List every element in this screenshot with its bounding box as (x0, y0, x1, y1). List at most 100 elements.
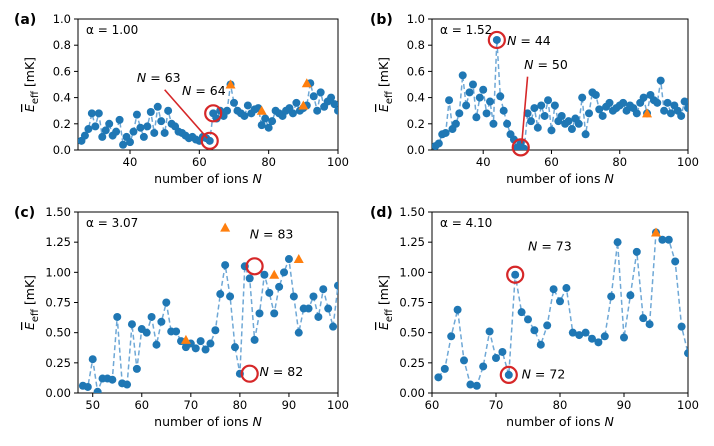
annotation-label: N = 72 (522, 367, 566, 382)
y-tick-label: 0.00 (399, 386, 425, 400)
data-point (191, 344, 200, 353)
annotation-value: = 83 (259, 227, 293, 242)
data-point (250, 335, 259, 344)
data-point (243, 101, 252, 110)
y-axis-label: Eeff [mK] (22, 275, 41, 330)
data-point (591, 90, 600, 99)
y-tick-label: 0.4 (53, 91, 71, 105)
data-point (664, 235, 673, 244)
data-point (492, 354, 500, 363)
data-point (162, 298, 171, 307)
x-tick-label: 100 (677, 155, 699, 169)
x-tick-label: 100 (677, 398, 699, 412)
panel-label: (c) (14, 205, 35, 221)
data-point (132, 364, 141, 373)
data-point (530, 326, 539, 335)
data-point (445, 96, 454, 105)
data-point (143, 122, 152, 131)
data-point (268, 117, 277, 126)
data-point (511, 270, 520, 279)
data-point (129, 127, 138, 136)
data-point (607, 292, 616, 301)
data-point (284, 255, 293, 264)
data-point (595, 105, 604, 114)
data-point (294, 328, 303, 337)
data-point (206, 339, 215, 348)
data-point (309, 92, 318, 101)
highlight-ring (506, 265, 525, 284)
data-point (557, 111, 566, 120)
annotation-label: N = 73 (528, 239, 572, 254)
y-axis-label-symbol: E (22, 104, 37, 112)
data-point (550, 101, 559, 110)
y-axis-label-unit: [mK] (376, 57, 391, 91)
data-point (292, 98, 301, 107)
y-axis-label: Eeff [mK] (376, 275, 395, 330)
x-tick-label: 60 (192, 155, 207, 169)
x-tick-label: 60 (425, 398, 440, 412)
highlight-ring (245, 257, 264, 276)
annotation-value: = 82 (269, 364, 303, 379)
data-point (468, 80, 477, 89)
data-point (157, 117, 166, 126)
data-point (581, 328, 590, 337)
data-point (613, 238, 622, 247)
data-point (605, 98, 614, 107)
y-tick-label: 1.25 (45, 235, 71, 249)
y-tick-label: 1.50 (45, 205, 71, 219)
data-point (153, 102, 162, 111)
data-point (84, 125, 93, 134)
x-axis-label-symbol: N (252, 171, 262, 186)
annotation-label: N = 82 (260, 364, 304, 379)
data-point (139, 132, 148, 141)
y-tick-label: 1.00 (399, 265, 425, 279)
data-point (472, 113, 481, 122)
x-tick-label: 80 (553, 398, 568, 412)
y-tick-label: 0.0 (53, 143, 71, 157)
data-point (226, 292, 235, 301)
triangle-marker (180, 334, 191, 344)
y-tick-label: 0.00 (45, 386, 71, 400)
data-point (503, 119, 512, 128)
data-point (136, 123, 145, 132)
y-axis-label-subscript: eff (384, 90, 395, 104)
triangle-marker (225, 79, 236, 89)
y-axis-label: Eeff [mK] (22, 57, 41, 112)
data-point (245, 274, 254, 283)
x-tick-label: 70 (489, 398, 504, 412)
y-axis-label-symbol: E (22, 322, 37, 330)
data-point (83, 382, 92, 391)
data-point (594, 338, 603, 347)
data-point (543, 321, 552, 330)
data-point (327, 93, 336, 102)
triangle-marker (256, 105, 267, 115)
x-tick-label: 90 (282, 398, 297, 412)
data-point (462, 101, 471, 110)
data-point (309, 292, 318, 301)
triangle-marker (293, 254, 304, 264)
y-axis-label-symbol: E (376, 104, 391, 112)
data-point (517, 308, 526, 317)
axes-frame (431, 18, 689, 151)
data-point (150, 128, 159, 137)
annotation-label: N = 44 (507, 33, 551, 48)
data-point (447, 332, 456, 341)
x-axis-label: number of ions N (506, 171, 614, 186)
annotation-symbol: N (250, 227, 260, 242)
data-point (453, 305, 462, 314)
data-point (492, 35, 501, 44)
x-tick-label: 50 (85, 398, 100, 412)
data-point (132, 110, 141, 119)
data-point (530, 104, 539, 113)
x-tick-label: 80 (612, 155, 627, 169)
annotation-value: = 63 (146, 70, 180, 85)
y-tick-label: 0.4 (407, 91, 425, 105)
plot-area (434, 227, 688, 390)
data-point (496, 92, 505, 101)
data-point (261, 114, 270, 123)
data-point (575, 331, 584, 340)
data-point (479, 362, 488, 371)
y-axis-label-subscript: eff (30, 90, 41, 104)
data-point (536, 340, 545, 349)
data-point (112, 127, 121, 136)
